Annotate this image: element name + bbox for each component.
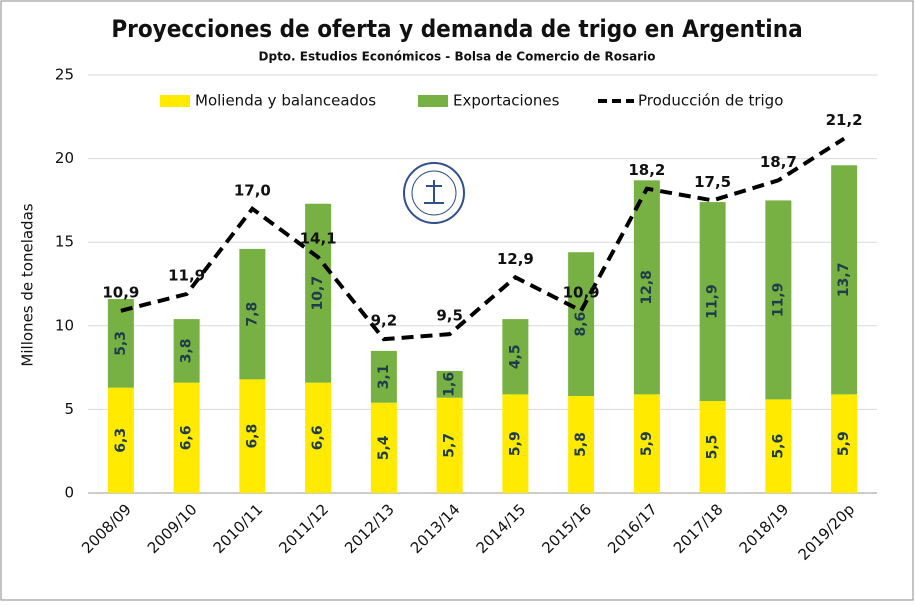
bar-value-label: 12,8 bbox=[639, 270, 655, 305]
bar-value-label: 10,7 bbox=[310, 276, 326, 311]
bar bbox=[370, 402, 397, 493]
bar-value-label: 1,6 bbox=[442, 372, 458, 397]
bar bbox=[633, 180, 660, 395]
bar-value-label: 6,3 bbox=[113, 428, 129, 453]
bar bbox=[107, 299, 134, 388]
bar-value-label: 5,9 bbox=[836, 431, 852, 456]
line-value-label: 14,1 bbox=[300, 230, 337, 248]
y-tick-label: 20 bbox=[55, 149, 74, 167]
legend-swatch bbox=[418, 95, 448, 107]
y-tick-label: 5 bbox=[64, 400, 74, 418]
line-value-label: 10,9 bbox=[563, 283, 600, 301]
legend-label: Molienda y balanceados bbox=[195, 92, 376, 110]
y-tick-label: 0 bbox=[64, 484, 74, 502]
bar bbox=[239, 379, 266, 493]
bar-value-label: 5,8 bbox=[573, 432, 589, 457]
bar bbox=[305, 203, 332, 383]
bar bbox=[831, 165, 858, 395]
bar-value-label: 5,9 bbox=[507, 431, 523, 456]
bar-value-label: 13,7 bbox=[836, 263, 852, 298]
bar-value-label: 7,8 bbox=[244, 302, 260, 327]
bar-value-label: 6,6 bbox=[179, 425, 195, 450]
chart-title: Proyecciones de oferta y demanda de trig… bbox=[111, 15, 802, 43]
bar bbox=[568, 252, 595, 397]
bar bbox=[173, 382, 200, 493]
line bbox=[120, 136, 846, 342]
bar-value-label: 5,4 bbox=[376, 435, 392, 460]
line-value-label: 9,5 bbox=[436, 307, 463, 325]
line-value-label: 17,5 bbox=[694, 173, 731, 191]
legend-label: Exportaciones bbox=[453, 92, 560, 110]
bar bbox=[107, 387, 134, 493]
bar bbox=[765, 399, 792, 493]
y-tick-label: 15 bbox=[55, 233, 74, 251]
bar-value-label: 5,5 bbox=[705, 435, 721, 460]
line-value-label: 12,9 bbox=[497, 250, 534, 268]
bar-value-label: 11,9 bbox=[705, 284, 721, 319]
bar bbox=[239, 248, 266, 380]
bar bbox=[436, 370, 463, 398]
bar bbox=[436, 397, 463, 493]
bar bbox=[370, 350, 397, 403]
bar bbox=[502, 319, 529, 395]
bar bbox=[699, 401, 726, 493]
bar bbox=[831, 394, 858, 493]
line-value-label: 11,9 bbox=[168, 267, 205, 285]
legend-swatch bbox=[160, 95, 190, 107]
bar-value-label: 4,5 bbox=[507, 344, 523, 369]
line-value-label: 21,2 bbox=[826, 111, 863, 129]
bar-value-label: 5,3 bbox=[113, 331, 129, 356]
logo bbox=[403, 162, 465, 224]
bar-value-label: 5,6 bbox=[770, 434, 786, 459]
bar-value-label: 6,6 bbox=[310, 425, 326, 450]
line-value-label: 17,0 bbox=[234, 181, 271, 199]
bar bbox=[765, 200, 792, 400]
bar bbox=[568, 396, 595, 493]
y-axis-label: Millones de toneladas bbox=[19, 203, 37, 366]
legend-label: Producción de trigo bbox=[638, 92, 783, 110]
y-tick-label: 25 bbox=[55, 66, 74, 84]
bar-value-label: 11,9 bbox=[770, 283, 786, 318]
bar-value-label: 3,1 bbox=[376, 364, 392, 389]
line-value-label: 9,2 bbox=[371, 312, 398, 330]
bar-value-label: 5,7 bbox=[442, 433, 458, 458]
bar bbox=[633, 394, 660, 493]
bar-value-label: 6,8 bbox=[244, 424, 260, 449]
bar bbox=[305, 382, 332, 493]
bar bbox=[699, 202, 726, 402]
line-value-label: 18,7 bbox=[760, 153, 797, 171]
line-value-label: 18,2 bbox=[628, 161, 665, 179]
bar bbox=[502, 394, 529, 493]
y-tick-label: 10 bbox=[55, 316, 74, 334]
bar-value-label: 8,6 bbox=[573, 312, 589, 337]
bar-value-label: 3,8 bbox=[179, 338, 195, 363]
bar-value-label: 5,9 bbox=[639, 431, 655, 456]
chart-subtitle: Dpto. Estudios Económicos - Bolsa de Com… bbox=[259, 50, 656, 64]
line-value-label: 10,9 bbox=[102, 283, 139, 301]
bar bbox=[173, 319, 200, 383]
